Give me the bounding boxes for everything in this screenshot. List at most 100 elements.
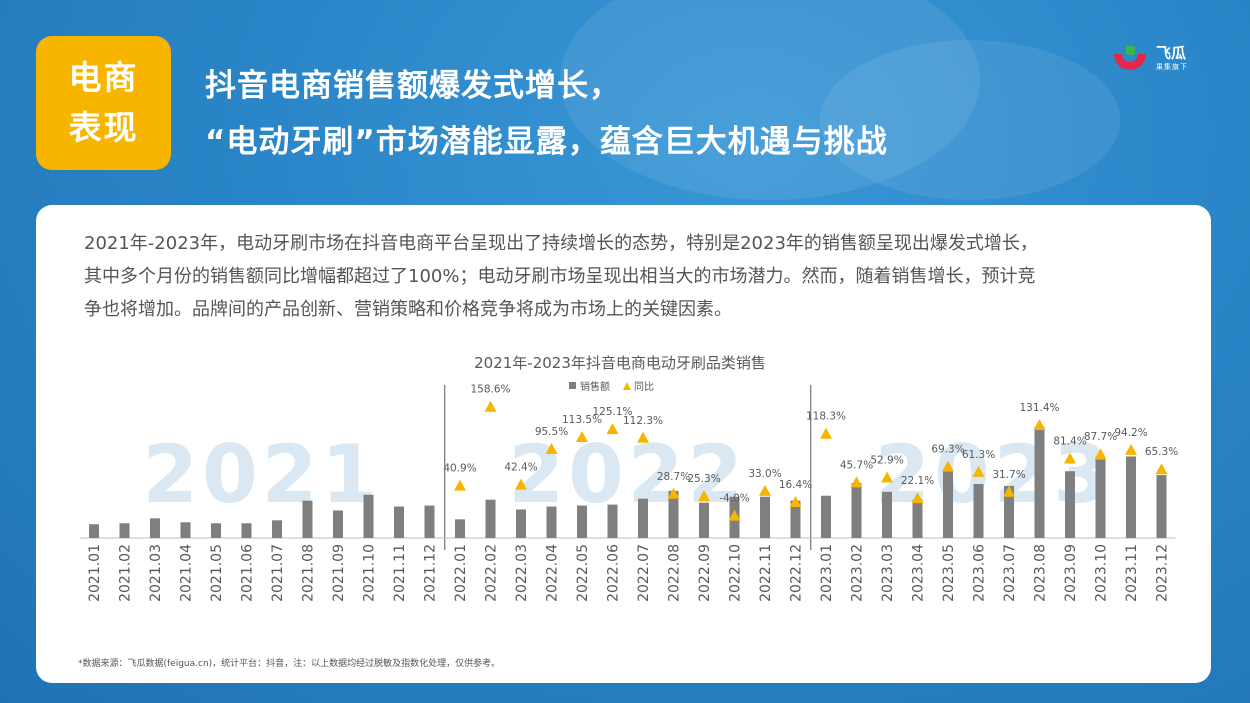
yoy-marker xyxy=(667,487,680,499)
yoy-marker xyxy=(1064,452,1076,464)
summary-line-1: 2021年-2023年，电动牙刷市场在抖音电商平台呈现出了持续增长的态势，特别是… xyxy=(84,233,1038,254)
x-tick-label: 2022.03 xyxy=(514,544,530,602)
yoy-data-label: 28.7% xyxy=(657,471,690,483)
summary-line-2: 其中多个月份的销售额同比增幅都超过了100%；电动牙刷市场呈现出相当大的市场潜力… xyxy=(84,266,1036,287)
year-watermark: 2021 xyxy=(142,428,381,521)
sales-bar xyxy=(790,500,801,538)
x-tick-label: 2022.08 xyxy=(667,544,683,602)
x-tick-label: 2022.06 xyxy=(606,544,622,602)
x-tick-label: 2022.05 xyxy=(575,544,591,602)
sales-bar xyxy=(424,505,435,538)
sales-bar xyxy=(211,523,221,538)
yoy-marker xyxy=(972,465,985,477)
yoy-data-label: 31.7% xyxy=(992,469,1025,481)
yoy-marker xyxy=(1033,418,1046,430)
yoy-marker xyxy=(728,509,741,521)
summary-line-3: 争也将增加。品牌间的产品创新、营销策略和价格竞争将成为市场上的关键因素。 xyxy=(84,299,732,320)
yoy-data-label: 125.1% xyxy=(592,406,632,418)
yoy-data-label: 113.5% xyxy=(562,414,602,426)
yoy-marker xyxy=(606,423,619,435)
x-tick-label: 2023.01 xyxy=(819,544,835,602)
logo-subtitle: 果集旗下 xyxy=(1156,63,1188,71)
x-tick-label: 2021.05 xyxy=(209,544,225,602)
content-card: 2021年-2023年，电动牙刷市场在抖音电商平台呈现出了持续增长的态势，特别是… xyxy=(36,205,1211,683)
legend-label-sales: 销售额 xyxy=(580,380,610,393)
x-tick-label: 2023.09 xyxy=(1063,544,1079,602)
sales-bar xyxy=(607,504,618,538)
yoy-data-label: 40.9% xyxy=(443,463,476,475)
sales-bar xyxy=(1126,456,1136,538)
x-tick-label: 2021.06 xyxy=(240,544,256,602)
sales-bar xyxy=(180,522,191,538)
sales-bar xyxy=(699,502,709,538)
x-tick-label: 2021.08 xyxy=(301,544,317,602)
legend-swatch-sales xyxy=(569,382,576,389)
x-tick-label: 2022.11 xyxy=(758,544,774,602)
yoy-marker xyxy=(454,479,466,491)
yoy-data-label: 95.5% xyxy=(535,426,568,438)
yoy-marker xyxy=(1094,448,1107,460)
x-tick-label: 2023.11 xyxy=(1124,544,1140,602)
sales-bar xyxy=(638,498,648,538)
yoy-data-label: 69.3% xyxy=(931,444,964,456)
sales-bar xyxy=(333,510,343,538)
sales-bar xyxy=(973,483,984,538)
yoy-data-label: 87.7% xyxy=(1084,431,1117,443)
summary-paragraph: 2021年-2023年，电动牙刷市场在抖音电商平台呈现出了持续增长的态势，特别是… xyxy=(84,227,1174,326)
yoy-data-label: 22.1% xyxy=(901,475,934,487)
x-tick-label: 2022.02 xyxy=(484,544,500,602)
sales-bar xyxy=(851,482,862,538)
x-tick-label: 2021.07 xyxy=(270,544,286,602)
yoy-data-label: 65.3% xyxy=(1145,446,1178,458)
sales-bar xyxy=(1156,475,1167,538)
x-tick-label: 2021.02 xyxy=(118,544,134,602)
sales-bar xyxy=(821,495,831,538)
sales-bar xyxy=(1065,471,1075,538)
x-tick-label: 2023.04 xyxy=(911,544,927,602)
source-note: *数据来源：飞瓜数据(feigua.cn)，统计平台：抖音，注：以上数据均经过脱… xyxy=(78,659,501,669)
yoy-marker xyxy=(484,400,497,412)
x-tick-label: 2023.10 xyxy=(1094,544,1110,602)
yoy-marker xyxy=(515,478,527,490)
feigua-logo: 飞瓜 果集旗下 xyxy=(1112,42,1222,76)
x-tick-label: 2022.10 xyxy=(728,544,744,602)
legend-label-yoy: 同比 xyxy=(634,381,654,393)
section-badge: 电商 表现 xyxy=(36,36,171,170)
yoy-marker xyxy=(637,431,649,443)
sales-bar xyxy=(1095,459,1106,538)
yoy-marker xyxy=(1003,485,1015,497)
sales-bar xyxy=(394,506,404,538)
yoy-data-label: 33.0% xyxy=(748,468,781,480)
x-tick-label: 2022.04 xyxy=(545,544,561,602)
badge-line-1: 电商 xyxy=(68,58,139,97)
sales-bar xyxy=(516,509,526,538)
x-tick-label: 2023.07 xyxy=(1002,544,1018,602)
headline-line-2: “电动牙刷”市场潜能显露，蕴含巨大机遇与挑战 xyxy=(205,124,888,160)
sales-bar xyxy=(1034,426,1045,538)
sales-bar xyxy=(760,496,770,538)
x-tick-label: 2021.04 xyxy=(179,544,195,602)
x-tick-label: 2023.08 xyxy=(1033,544,1049,602)
x-tick-label: 2021.03 xyxy=(148,544,164,602)
yoy-data-label: 94.2% xyxy=(1114,427,1147,439)
yoy-data-label: 81.4% xyxy=(1053,435,1086,447)
yoy-data-label: -4.0% xyxy=(719,493,749,505)
yoy-marker xyxy=(545,443,558,455)
badge-line-2: 表现 xyxy=(68,108,139,147)
yoy-marker xyxy=(911,492,924,504)
sales-bar xyxy=(668,490,679,538)
x-tick-label: 2022.07 xyxy=(636,544,652,602)
x-tick-label: 2023.05 xyxy=(941,544,957,602)
water-splash-decoration xyxy=(560,0,980,200)
yoy-data-label: 61.3% xyxy=(962,449,995,461)
x-tick-label: 2023.02 xyxy=(850,544,866,602)
yoy-data-label: 25.3% xyxy=(687,473,720,485)
yoy-marker xyxy=(820,427,832,439)
sales-bar xyxy=(485,499,496,538)
x-tick-label: 2023.03 xyxy=(880,544,896,602)
x-tick-label: 2023.12 xyxy=(1155,544,1171,602)
x-tick-label: 2023.06 xyxy=(972,544,988,602)
sales-bar xyxy=(272,520,282,538)
yoy-data-label: 42.4% xyxy=(504,462,537,474)
